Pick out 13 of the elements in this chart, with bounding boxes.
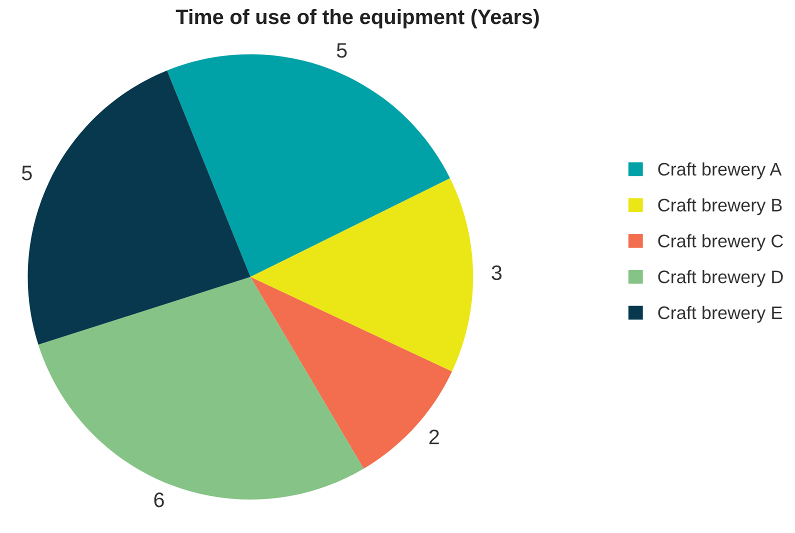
data-label: 5: [22, 166, 32, 180]
legend-label: Craft brewery C: [658, 234, 784, 251]
pie-slice: [250, 178, 474, 372]
pie-slice: [250, 276, 452, 469]
legend-label: Craft brewery D: [658, 270, 783, 287]
legend-label: Craft brewery A: [658, 162, 782, 180]
legend-label: Craft brewery B: [658, 198, 782, 216]
data-label: 3: [492, 265, 502, 280]
data-label: 2: [429, 430, 439, 444]
data-label: 6: [154, 492, 164, 508]
chart-title: Time of use of the equipment (Years): [176, 8, 539, 28]
legend-label: Craft brewery E: [658, 306, 782, 323]
data-label: 5: [336, 43, 347, 58]
